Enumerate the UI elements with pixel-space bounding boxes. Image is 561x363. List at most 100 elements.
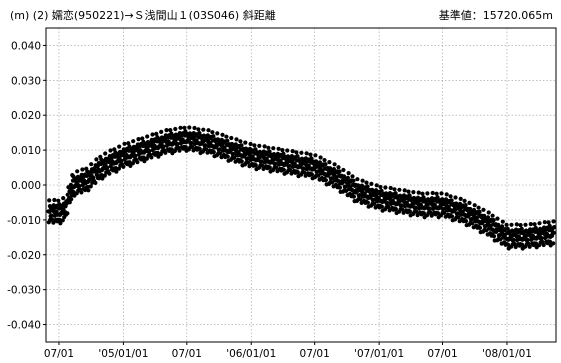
data-point: [455, 211, 460, 216]
data-point: [379, 204, 384, 209]
data-point: [168, 128, 173, 133]
x-tick-label: '07/01/01: [354, 348, 404, 360]
data-point: [238, 139, 243, 144]
data-point: [301, 166, 306, 171]
data-point: [399, 203, 404, 208]
data-point: [169, 147, 174, 152]
data-point: [345, 175, 350, 180]
data-point: [512, 241, 517, 246]
data-point: [248, 141, 253, 147]
data-point: [351, 194, 356, 199]
data-point: [65, 192, 70, 197]
data-point: [443, 197, 449, 202]
data-point: [400, 207, 405, 212]
data-point: [91, 175, 96, 180]
data-point: [421, 211, 426, 216]
data-point: [285, 148, 290, 153]
data-point: [518, 223, 523, 228]
data-point: [224, 134, 229, 139]
data-point: [88, 184, 93, 189]
data-point: [523, 222, 528, 227]
data-point: [159, 129, 164, 134]
x-tick-label: 07/01: [172, 348, 202, 360]
data-point: [542, 220, 547, 225]
data-point: [411, 190, 416, 195]
data-point: [231, 151, 236, 156]
data-point: [131, 139, 136, 144]
data-point: [217, 147, 222, 152]
data-point: [175, 141, 180, 146]
data-point: [271, 146, 276, 151]
data-point: [304, 151, 309, 156]
data-point: [100, 176, 105, 181]
y-tick-label: -0.040: [7, 320, 41, 332]
data-point: [218, 151, 223, 156]
y-tick-label: -0.010: [7, 215, 41, 227]
data-point: [407, 209, 412, 214]
data-point: [220, 132, 225, 137]
data-point: [407, 193, 412, 198]
chart-header-right: 基準値：15720.065m: [439, 8, 553, 22]
data-point: [309, 156, 314, 161]
data-point: [246, 160, 251, 165]
data-point: [317, 160, 322, 165]
data-point: [262, 144, 267, 149]
data-point: [99, 173, 104, 178]
data-point: [57, 217, 62, 222]
data-point: [434, 191, 439, 196]
data-point: [416, 190, 421, 195]
data-point: [236, 149, 241, 155]
data-point: [163, 150, 168, 155]
y-tick-label: -0.020: [7, 250, 41, 262]
data-point: [52, 197, 57, 203]
data-point: [371, 197, 376, 202]
data-point: [189, 140, 194, 146]
data-point: [196, 127, 201, 132]
data-point: [509, 222, 514, 227]
data-point: [435, 211, 441, 216]
data-point: [105, 165, 110, 170]
data-point: [253, 163, 258, 168]
data-point: [89, 162, 94, 167]
data-point: [449, 198, 454, 203]
data-point: [128, 163, 133, 168]
data-point: [239, 143, 244, 148]
data-point: [80, 167, 85, 172]
data-point: [276, 146, 281, 151]
data-point: [135, 160, 140, 165]
data-point: [359, 183, 364, 188]
data-point: [442, 210, 447, 215]
data-point: [537, 221, 542, 226]
data-point: [323, 162, 328, 167]
data-point: [177, 148, 182, 153]
data-point: [113, 166, 118, 171]
data-point: [86, 188, 91, 193]
data-point: [362, 191, 367, 196]
data-point: [93, 180, 98, 185]
data-point: [491, 234, 497, 239]
data-point: [150, 132, 155, 137]
data-point: [313, 153, 318, 158]
data-point: [156, 154, 161, 159]
data-point: [75, 169, 80, 174]
data-point: [541, 242, 546, 248]
data-point: [551, 230, 557, 235]
data-point: [511, 237, 516, 242]
data-point: [164, 128, 169, 133]
data-point: [337, 169, 342, 174]
data-point: [532, 222, 537, 227]
data-point: [290, 149, 295, 154]
data-point: [201, 127, 206, 132]
data-point: [257, 143, 262, 148]
data-point: [323, 178, 328, 183]
x-tick-label: 07/01: [44, 348, 74, 360]
data-point: [467, 200, 472, 205]
data-point: [533, 241, 539, 246]
data-point: [206, 128, 211, 133]
data-point: [456, 215, 461, 220]
data-point: [127, 160, 132, 165]
data-point: [406, 189, 411, 194]
data-point: [295, 170, 300, 175]
data-point: [136, 137, 141, 142]
data-point: [350, 174, 355, 179]
